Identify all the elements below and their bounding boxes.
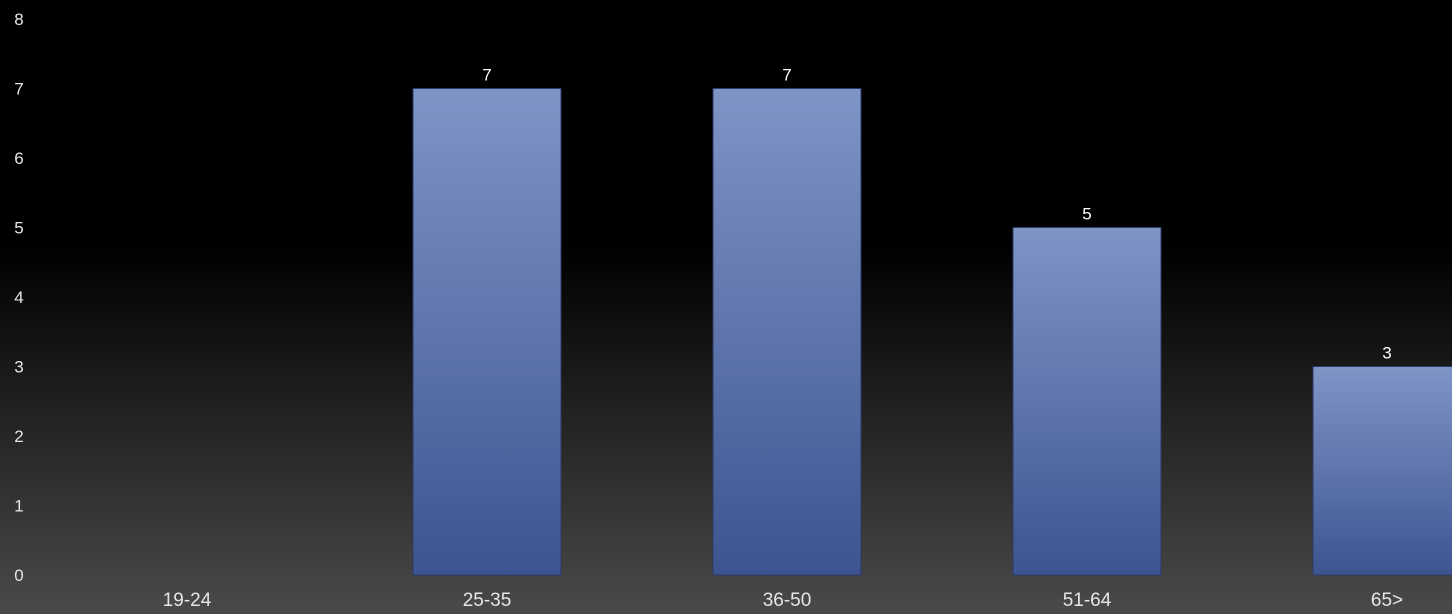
- data-labels: 7 7 5 3: [482, 66, 1391, 363]
- y-tick-label: 8: [14, 10, 23, 29]
- y-tick-label: 2: [14, 427, 23, 446]
- y-tick-label: 5: [14, 219, 23, 238]
- bar-series: [412, 88, 1452, 576]
- bar: [412, 88, 562, 576]
- y-tick-label: 7: [14, 80, 23, 99]
- x-category-label: 36-50: [763, 590, 812, 611]
- x-axis: 19-24 25-35 36-50 51-64 65>: [163, 590, 1403, 611]
- x-category-label: 51-64: [1063, 590, 1112, 611]
- y-axis: 0 1 2 3 4 5 6 7 8: [14, 10, 23, 585]
- bar: [1312, 366, 1452, 576]
- y-tick-label: 1: [14, 497, 23, 516]
- bar: [1012, 227, 1162, 576]
- y-tick-label: 3: [14, 358, 23, 377]
- x-category-label: 65>: [1371, 590, 1403, 611]
- y-tick-label: 4: [14, 288, 23, 307]
- bar: [712, 88, 862, 576]
- y-tick-label: 0: [14, 566, 23, 585]
- y-tick-label: 6: [14, 149, 23, 168]
- bar-value-label: 7: [482, 66, 491, 85]
- bar-value-label: 7: [782, 66, 791, 85]
- x-category-label: 19-24: [163, 590, 212, 611]
- bar-value-label: 3: [1382, 344, 1391, 363]
- bar-value-label: 5: [1082, 205, 1091, 224]
- x-category-label: 25-35: [463, 590, 512, 611]
